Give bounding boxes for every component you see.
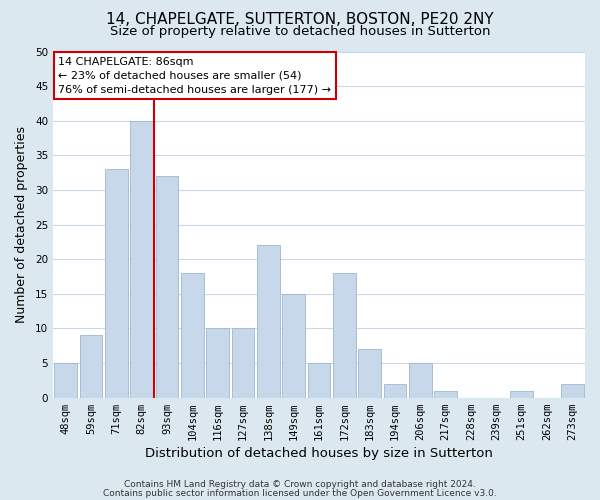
X-axis label: Distribution of detached houses by size in Sutterton: Distribution of detached houses by size … [145,447,493,460]
Bar [409,363,432,398]
Bar [308,363,331,398]
Bar [383,384,406,398]
Bar [206,328,229,398]
Bar [130,120,153,398]
Text: 14, CHAPELGATE, SUTTERTON, BOSTON, PE20 2NY: 14, CHAPELGATE, SUTTERTON, BOSTON, PE20 … [106,12,494,28]
Bar [333,273,356,398]
Bar [510,391,533,398]
Bar [358,349,381,398]
Bar [181,273,204,398]
Bar [155,176,178,398]
Bar [434,391,457,398]
Bar [55,363,77,398]
Text: Size of property relative to detached houses in Sutterton: Size of property relative to detached ho… [110,25,490,38]
Bar [282,294,305,398]
Bar [232,328,254,398]
Bar [561,384,584,398]
Bar [80,336,103,398]
Text: Contains HM Land Registry data © Crown copyright and database right 2024.: Contains HM Land Registry data © Crown c… [124,480,476,489]
Bar [105,169,128,398]
Bar [257,246,280,398]
Y-axis label: Number of detached properties: Number of detached properties [15,126,28,323]
Text: 14 CHAPELGATE: 86sqm
← 23% of detached houses are smaller (54)
76% of semi-detac: 14 CHAPELGATE: 86sqm ← 23% of detached h… [58,56,331,94]
Text: Contains public sector information licensed under the Open Government Licence v3: Contains public sector information licen… [103,488,497,498]
